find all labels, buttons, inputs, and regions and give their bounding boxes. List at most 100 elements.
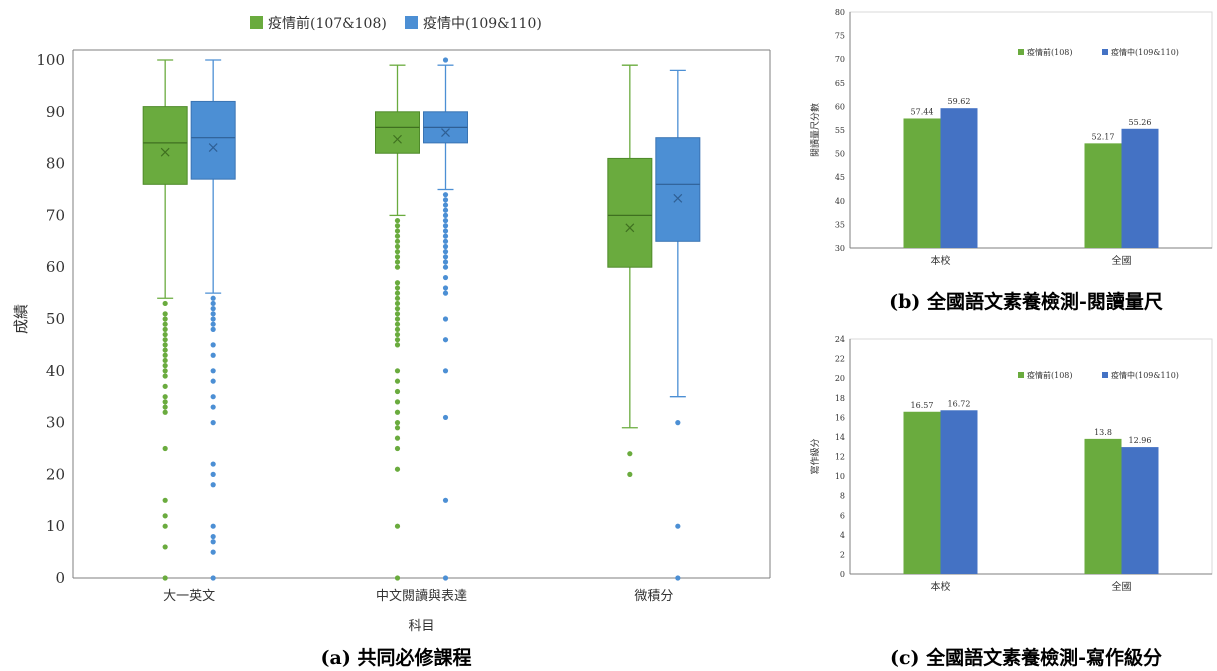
y-tick-label: 90: [46, 103, 65, 121]
y-tick-label: 14: [835, 433, 845, 442]
bar: [1121, 128, 1159, 248]
outlier-point: [442, 243, 449, 250]
outlier-point: [442, 192, 449, 198]
y-tick-label: 20: [46, 465, 65, 483]
outlier-point: [394, 217, 401, 224]
outlier-point: [210, 368, 216, 374]
box: [607, 157, 653, 268]
outlier-point: [442, 259, 449, 265]
outlier-point: [210, 539, 216, 545]
outlier-point: [162, 352, 168, 358]
bar: [940, 108, 978, 248]
mean-marker: [160, 147, 170, 157]
outlier-point: [394, 295, 401, 301]
y-tick-label: 80: [835, 8, 845, 17]
outlier-point: [394, 249, 401, 255]
outlier-point: [442, 285, 449, 291]
x-tick-label: 全國: [1112, 254, 1132, 267]
legend-swatch: [1102, 372, 1108, 378]
data-label: 16.57: [911, 401, 934, 410]
y-tick-label: 24: [835, 335, 845, 344]
outlier-point: [394, 306, 401, 312]
outlier-point: [675, 523, 681, 529]
outlier-point: [394, 311, 401, 317]
y-axis-label: 閱讀量尺分數: [809, 103, 821, 157]
x-tick-label: 大一英文: [163, 589, 215, 604]
data-label: 13.8: [1094, 428, 1112, 437]
outlier-point: [442, 217, 449, 224]
outlier-point: [394, 280, 401, 286]
y-tick-label: 30: [46, 414, 65, 432]
legend-swatch: [1018, 372, 1024, 378]
legend-label: 疫情前(108): [1027, 370, 1073, 380]
mean-marker: [393, 134, 402, 144]
outlier-point: [442, 238, 449, 244]
outlier-point: [210, 420, 216, 426]
bar: [1084, 143, 1122, 248]
data-label: 16.72: [948, 399, 971, 408]
y-tick-label: 75: [835, 32, 845, 41]
outlier-point: [394, 290, 401, 296]
outlier-point: [210, 326, 216, 332]
mean-marker: [208, 143, 218, 152]
outlier-point: [162, 497, 168, 503]
legend-label: 疫情前(108): [1027, 47, 1073, 57]
y-axis-label: 成績: [12, 304, 30, 334]
legend-swatch: [1018, 49, 1024, 55]
x-tick-label: 微積分: [634, 589, 673, 604]
y-tick-label: 100: [36, 51, 65, 69]
outlier-point: [394, 425, 401, 431]
outlier-point: [162, 316, 168, 322]
outlier-point: [394, 466, 401, 472]
box: [655, 137, 701, 242]
y-tick-label: 2: [840, 550, 845, 559]
outlier-point: [162, 544, 168, 550]
y-tick-label: 45: [835, 173, 845, 182]
outlier-point: [394, 228, 401, 234]
y-tick-label: 12: [835, 453, 845, 462]
y-tick-label: 40: [46, 362, 65, 380]
y-tick-label: 8: [840, 492, 845, 501]
outlier-point: [394, 523, 401, 529]
outlier-point: [442, 212, 449, 218]
legend-label: 疫情中(109&110): [1111, 47, 1179, 57]
outlier-point: [394, 316, 401, 322]
y-axis-label: 寫作級分: [809, 438, 821, 474]
outlier-point: [627, 451, 633, 457]
outlier-point: [210, 523, 216, 529]
outlier-point: [442, 497, 449, 503]
outlier-point: [442, 233, 449, 239]
outlier-point: [394, 337, 401, 343]
x-tick-label: 本校: [931, 254, 951, 267]
y-tick-label: 22: [835, 355, 845, 364]
outlier-point: [210, 404, 216, 410]
outlier-point: [210, 321, 216, 327]
outlier-point: [210, 342, 216, 348]
outlier-point: [210, 316, 216, 322]
outlier-point: [442, 223, 449, 229]
y-tick-label: 70: [46, 206, 65, 224]
legend-swatch: [250, 16, 263, 29]
outlier-point: [210, 461, 216, 467]
outlier-point: [162, 575, 168, 581]
data-label: 57.44: [911, 107, 934, 116]
outlier-point: [442, 290, 449, 296]
outlier-point: [162, 445, 168, 452]
mean-marker: [673, 193, 683, 203]
outlier-point: [162, 326, 168, 332]
outlier-point: [394, 409, 401, 415]
y-tick-label: 60: [46, 258, 65, 276]
outlier-point: [210, 394, 216, 400]
outlier-point: [394, 420, 401, 426]
x-tick-label: 全國: [1112, 580, 1132, 593]
outlier-point: [162, 523, 168, 529]
y-tick-label: 6: [840, 511, 845, 520]
outlier-point: [394, 238, 401, 244]
outlier-point: [162, 347, 168, 353]
box: [142, 106, 188, 185]
outlier-point: [442, 274, 449, 281]
data-label: 55.26: [1129, 118, 1152, 127]
outlier-point: [442, 57, 449, 63]
outlier-point: [162, 311, 168, 317]
